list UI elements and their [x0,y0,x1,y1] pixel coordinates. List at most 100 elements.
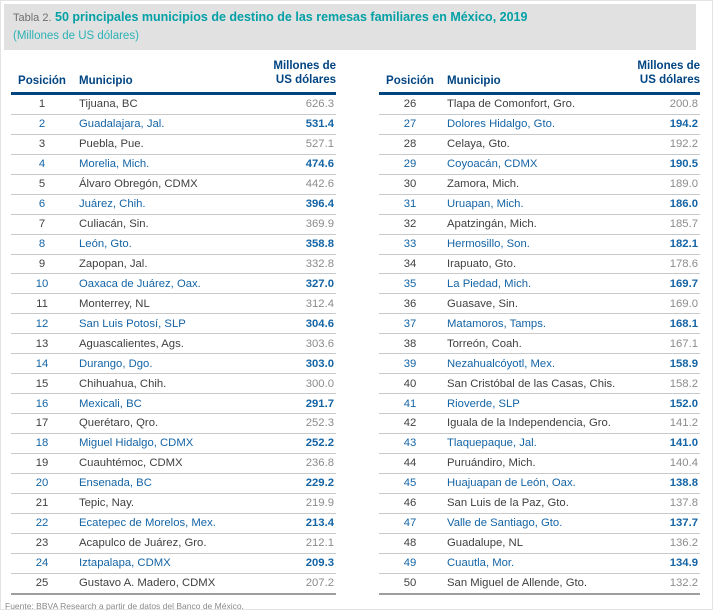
table-row: 7 Culiacán, Sin. 369.9 [11,215,336,235]
column-header-municipality: Municipio [447,75,501,87]
right-table-body: 26 Tlapa de Comonfort, Gro. 200.8 27 Dolores… [379,95,700,596]
value-cell: 189.0 [669,178,698,191]
table-row: 26 Tlapa de Comonfort, Gro. 200.8 [379,95,700,115]
value-cell: 396.4 [305,198,334,211]
table-row: 5 Álvaro Obregón, CDMX 442.6 [11,175,336,195]
rank-cell: 38 [403,337,417,350]
value-cell: 158.9 [669,357,698,370]
rank-cell: 12 [35,317,49,330]
rank-cell: 40 [403,377,417,390]
value-cell: 531.4 [305,118,334,131]
right-table: Posición Municipio Millones de US dólare… [379,54,700,596]
municipality-cell: Irapuato, Gto. [447,257,517,270]
municipality-cell: Hermosillo, Son. [447,238,530,251]
table-row: 8 León, Gto. 358.8 [11,235,336,255]
table-row: 41 Rioverde, SLP 152.0 [379,394,700,414]
value-cell: 332.8 [305,257,334,270]
rank-cell: 26 [403,98,417,111]
value-cell: 369.9 [305,218,334,231]
value-cell: 442.6 [305,178,334,191]
municipality-cell: Valle de Santiago, Gto. [447,517,563,530]
value-cell: 252.3 [305,417,334,430]
municipality-cell: Culiacán, Sin. [79,218,149,231]
value-cell: 212.1 [305,537,334,550]
rank-cell: 8 [38,238,46,251]
rank-cell: 13 [35,337,49,350]
rank-cell: 30 [403,178,417,191]
table-row: 9 Zapopan, Jal. 332.8 [11,255,336,275]
rank-cell: 34 [403,257,417,270]
value-cell: 303.0 [305,357,334,370]
municipality-cell: San Luis Potosí, SLP [79,317,186,330]
municipality-cell: Oaxaca de Juárez, Oax. [79,277,201,290]
rank-cell: 15 [35,377,49,390]
rank-cell: 50 [403,577,417,590]
table-row: 11 Monterrey, NL 312.4 [11,294,336,315]
rank-cell: 48 [403,537,417,550]
municipality-cell: Iguala de la Independencia, Gro. [447,417,611,430]
table-row: 19 Cuauhtémoc, CDMX 236.8 [11,454,336,474]
rank-cell: 2 [38,118,46,131]
value-cell: 358.8 [305,238,334,251]
municipality-cell: Celaya, Gto. [447,138,510,151]
value-cell: 140.4 [669,457,698,470]
table-row: 16 Mexicali, BC 291.7 [11,394,336,414]
table-row: 17 Querétaro, Qro. 252.3 [11,414,336,434]
value-cell: 132.2 [669,577,698,590]
table-row: 45 Huajuapan de León, Oax. 138.8 [379,474,700,494]
table-row: 32 Apatzingán, Mich. 185.7 [379,215,700,235]
table-row: 36 Guasave, Sin. 169.0 [379,294,700,315]
rank-cell: 35 [403,277,417,290]
table-row: 34 Irapuato, Gto. 178.6 [379,255,700,275]
value-cell: 137.8 [669,497,698,510]
column-header-value: Millones de US dólares [637,60,700,86]
table-row: 3 Puebla, Pue. 527.1 [11,135,336,155]
rank-cell: 10 [35,277,49,290]
value-cell: 213.4 [305,517,334,530]
municipality-cell: Coyoacán, CDMX [447,158,538,171]
left-table-header: Posición Municipio Millones de US dólare… [11,54,336,95]
table-row: 33 Hermosillo, Son. 182.1 [379,235,700,255]
municipality-cell: Torreón, Coah. [447,337,522,350]
municipality-cell: Zamora, Mich. [447,178,520,191]
table-number-label: Tabla 2. [13,12,52,24]
table-row: 46 San Luis de la Paz, Gto. 137.8 [379,494,700,514]
table-row: 24 Iztapalapa, CDMX 209.3 [11,554,336,574]
table-row: 12 San Luis Potosí, SLP 304.6 [11,314,336,335]
value-cell: 300.0 [305,377,334,390]
table-row: 4 Morelia, Mich. 474.6 [11,155,336,175]
municipality-cell: Cuauhtémoc, CDMX [79,457,183,470]
table-row: 31 Uruapan, Mich. 186.0 [379,195,700,215]
rank-cell: 29 [403,158,417,171]
rank-cell: 14 [35,357,49,370]
value-cell: 169.0 [669,297,698,310]
municipality-cell: Dolores Hidalgo, Gto. [447,118,555,131]
table-row: 38 Torreón, Coah. 167.1 [379,334,700,355]
table-row: 27 Dolores Hidalgo, Gto. 194.2 [379,115,700,135]
rank-cell: 39 [403,357,417,370]
value-cell: 229.2 [305,477,334,490]
value-cell: 312.4 [305,297,334,310]
rank-cell: 42 [403,417,417,430]
table-row: 39 Nezahualcóyotl, Mex. 158.9 [379,354,700,375]
table-row: 23 Acapulco de Juárez, Gro. 212.1 [11,534,336,554]
rank-cell: 44 [403,457,417,470]
rank-cell: 41 [403,397,417,410]
value-cell: 303.6 [305,337,334,350]
table-row: 21 Tepic, Nay. 219.9 [11,494,336,514]
title-band: Tabla 2. 50 principales municipios de de… [4,4,696,50]
value-cell: 209.3 [305,557,334,570]
value-cell: 291.7 [305,397,334,410]
rank-cell: 3 [38,138,46,151]
rank-cell: 19 [35,457,49,470]
municipality-cell: San Luis de la Paz, Gto. [447,497,569,510]
right-table-header: Posición Municipio Millones de US dólare… [379,54,700,95]
table-row: 48 Guadalupe, NL 136.2 [379,534,700,554]
table-row: 44 Puruándiro, Mich. 140.4 [379,454,700,474]
municipality-cell: Querétaro, Qro. [79,417,159,430]
municipality-cell: Tijuana, BC [79,98,138,111]
municipality-cell: Cuautla, Mor. [447,557,515,570]
figure-subtitle: (Millones de US dólares) [13,30,139,42]
municipality-cell: Tlaquepaque, Jal. [447,437,537,450]
